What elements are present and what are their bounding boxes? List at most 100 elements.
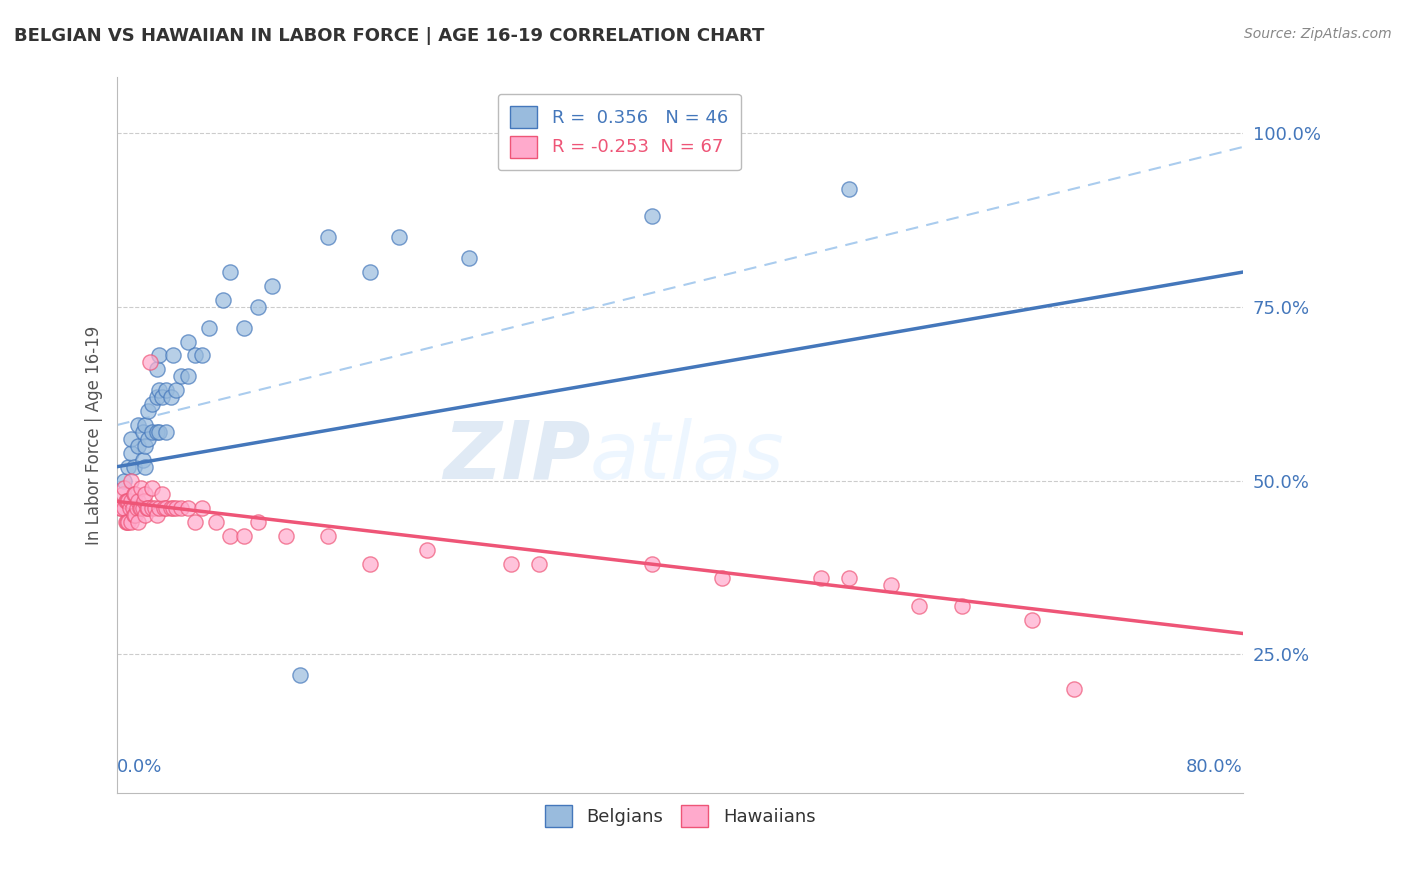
- Point: [190, 349, 212, 363]
- Point: [360, 265, 382, 279]
- Point: [141, 397, 163, 411]
- Point: [134, 417, 156, 432]
- Point: [135, 501, 157, 516]
- Point: [246, 516, 269, 530]
- Point: [148, 501, 170, 516]
- Point: [129, 501, 152, 516]
- Point: [127, 439, 149, 453]
- Point: [211, 293, 233, 307]
- Point: [232, 320, 254, 334]
- Point: [838, 571, 860, 585]
- Point: [136, 404, 159, 418]
- Point: [148, 383, 170, 397]
- Point: [117, 459, 139, 474]
- Text: BELGIAN VS HAWAIIAN IN LABOR FORCE | AGE 16-19 CORRELATION CHART: BELGIAN VS HAWAIIAN IN LABOR FORCE | AGE…: [14, 27, 765, 45]
- Point: [145, 390, 167, 404]
- Point: [132, 494, 155, 508]
- Point: [114, 494, 136, 508]
- Y-axis label: In Labor Force | Age 16-19: In Labor Force | Age 16-19: [86, 326, 103, 545]
- Point: [155, 383, 177, 397]
- Point: [134, 508, 156, 523]
- Point: [458, 251, 481, 265]
- Point: [111, 487, 134, 501]
- Point: [127, 516, 149, 530]
- Point: [131, 452, 153, 467]
- Point: [134, 459, 156, 474]
- Point: [143, 501, 166, 516]
- Point: [129, 481, 152, 495]
- Point: [274, 529, 297, 543]
- Point: [138, 355, 160, 369]
- Point: [197, 320, 219, 334]
- Point: [176, 501, 198, 516]
- Point: [880, 578, 903, 592]
- Point: [120, 446, 142, 460]
- Point: [148, 349, 170, 363]
- Point: [108, 501, 131, 516]
- Point: [950, 599, 973, 613]
- Point: [131, 501, 153, 516]
- Point: [204, 516, 226, 530]
- Point: [112, 481, 135, 495]
- Point: [169, 369, 191, 384]
- Point: [128, 501, 150, 516]
- Text: ZIP: ZIP: [443, 417, 591, 496]
- Point: [131, 425, 153, 439]
- Point: [115, 516, 138, 530]
- Text: 80.0%: 80.0%: [1187, 757, 1243, 775]
- Point: [112, 474, 135, 488]
- Point: [641, 557, 664, 571]
- Point: [360, 557, 382, 571]
- Point: [118, 501, 141, 516]
- Point: [159, 390, 181, 404]
- Point: [136, 432, 159, 446]
- Point: [218, 529, 240, 543]
- Point: [120, 494, 142, 508]
- Point: [150, 390, 173, 404]
- Point: [127, 494, 149, 508]
- Point: [641, 210, 664, 224]
- Point: [159, 501, 181, 516]
- Point: [122, 459, 145, 474]
- Point: [155, 425, 177, 439]
- Point: [120, 432, 142, 446]
- Point: [1063, 682, 1085, 697]
- Point: [122, 487, 145, 501]
- Point: [810, 571, 832, 585]
- Point: [152, 501, 174, 516]
- Point: [117, 516, 139, 530]
- Point: [124, 508, 146, 523]
- Point: [110, 501, 132, 516]
- Point: [183, 349, 205, 363]
- Point: [141, 425, 163, 439]
- Point: [114, 516, 136, 530]
- Point: [316, 529, 339, 543]
- Point: [122, 508, 145, 523]
- Point: [218, 265, 240, 279]
- Point: [141, 501, 163, 516]
- Point: [1021, 613, 1043, 627]
- Legend: Belgians, Hawaiians: Belgians, Hawaiians: [537, 798, 823, 834]
- Text: atlas: atlas: [591, 417, 785, 496]
- Point: [141, 481, 163, 495]
- Point: [183, 516, 205, 530]
- Point: [134, 439, 156, 453]
- Point: [120, 516, 142, 530]
- Point: [529, 557, 551, 571]
- Point: [169, 501, 191, 516]
- Point: [162, 501, 184, 516]
- Point: [155, 501, 177, 516]
- Point: [125, 501, 148, 516]
- Point: [165, 501, 187, 516]
- Point: [908, 599, 931, 613]
- Point: [316, 230, 339, 244]
- Point: [838, 181, 860, 195]
- Point: [501, 557, 523, 571]
- Point: [115, 494, 138, 508]
- Point: [120, 474, 142, 488]
- Point: [117, 494, 139, 508]
- Point: [145, 362, 167, 376]
- Point: [176, 334, 198, 349]
- Point: [416, 543, 439, 558]
- Point: [134, 487, 156, 501]
